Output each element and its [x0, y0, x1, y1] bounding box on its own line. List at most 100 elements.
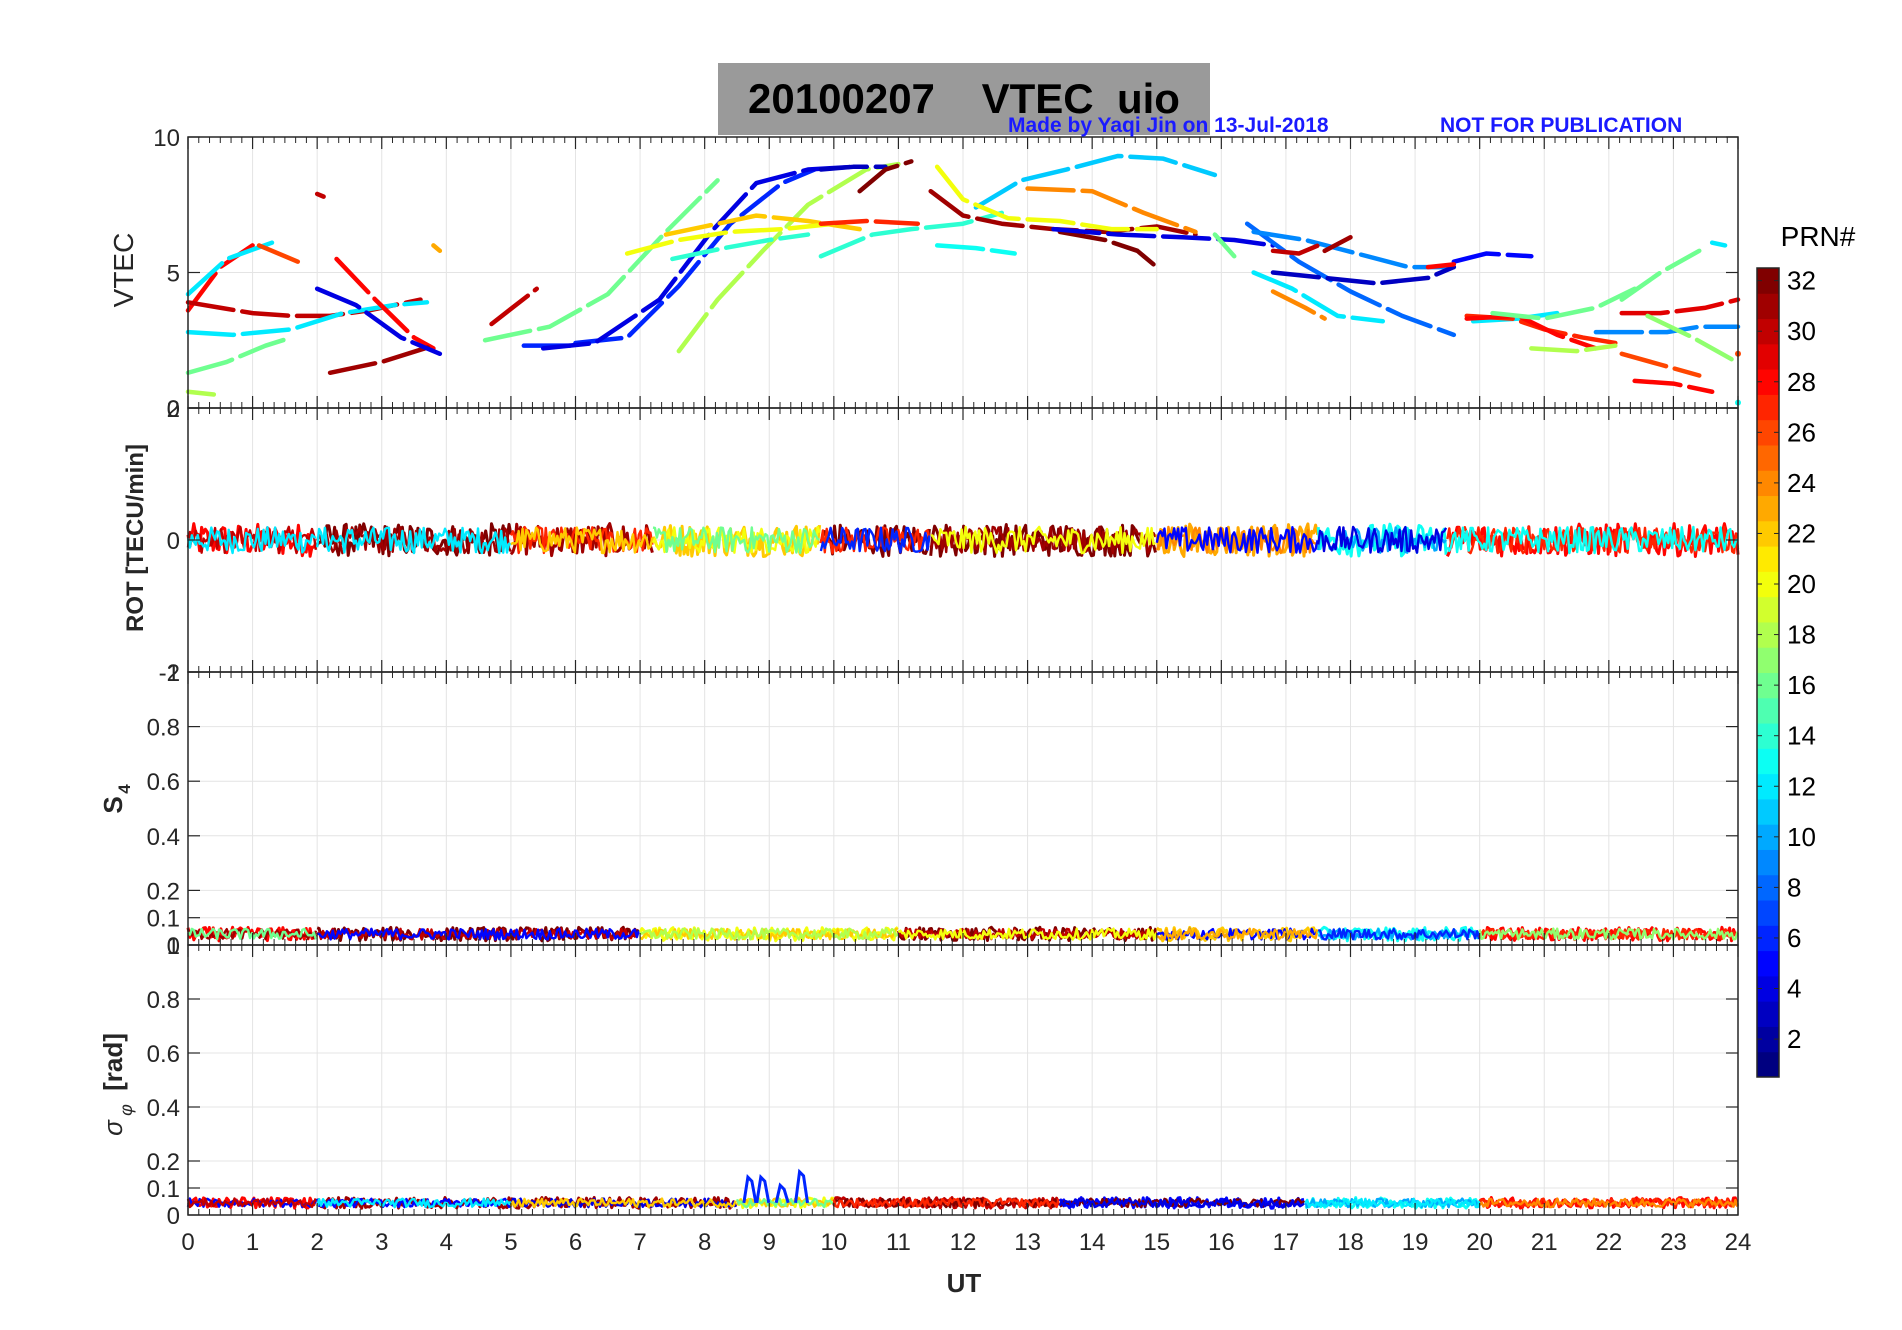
vtec-trace-prn-5 — [1451, 251, 1534, 264]
x-tick-label: 0 — [181, 1229, 194, 1256]
not-for-publication-text: NOT FOR PUBLICATION — [1440, 114, 1683, 137]
vtec-trace-prn-18 — [676, 161, 901, 354]
title-station: uio — [1116, 75, 1180, 122]
sigma_phi-trace-prn-12 — [316, 1197, 512, 1209]
vtec-trace-prn-4 — [1051, 226, 1276, 248]
x-tick-label: 11 — [886, 1229, 911, 1256]
vtec-trace-prn-30 — [1270, 243, 1321, 256]
vtec-trace-prn-14 — [670, 232, 811, 262]
colorbar-level — [1757, 849, 1779, 876]
vtec-trace-prn-16 — [185, 335, 294, 376]
rot-ylabel: ROT [TECU/min] — [122, 444, 149, 632]
vtec-trace-prn-20 — [934, 164, 1159, 232]
x-tick-label: 16 — [1208, 1229, 1235, 1256]
x-tick-label: 1 — [246, 1229, 259, 1256]
vtec-trace-prn-31 — [327, 343, 436, 376]
x-tick-label: 20 — [1466, 1229, 1493, 1256]
vtec-trace-prn-4 — [314, 286, 443, 357]
y-tick-label: 0.4 — [147, 1095, 180, 1122]
vtec-trace-prn-18 — [1529, 343, 1618, 354]
colorbar-level — [1757, 925, 1779, 952]
x-tick-label: 12 — [950, 1229, 977, 1256]
vtec-trace-prn-17 — [1645, 313, 1734, 362]
y-tick-label: 0.2 — [147, 1149, 180, 1176]
rot-trace-prn-16 — [652, 526, 820, 555]
rot-trace-prn-20 — [930, 525, 1157, 555]
x-tick-label: 23 — [1660, 1229, 1687, 1256]
sigma-spike-prn-6 — [794, 1168, 810, 1204]
colorbar-tick-label: 32 — [1787, 266, 1816, 296]
x-tick-label: 7 — [633, 1229, 646, 1256]
vtec-trace-prn-12 — [185, 300, 430, 338]
colorbar-tick-label: 10 — [1787, 822, 1816, 852]
colorbar-tick-label: 2 — [1787, 1024, 1801, 1054]
vtec-trace-prn-30 — [314, 191, 326, 199]
s4-trace-prn-5 — [317, 927, 640, 941]
vtec-trace-prn-32 — [857, 159, 914, 194]
rot-trace-prn-6 — [819, 526, 931, 554]
sigma_phi-trace-prn-12 — [1304, 1197, 1481, 1209]
colorbar-level — [1757, 293, 1779, 320]
vtec-trace-prn-8 — [1244, 221, 1457, 338]
colorbar-level — [1757, 520, 1779, 547]
colorbar-level — [1757, 546, 1779, 572]
vtec-trace-prn-29 — [1619, 297, 1741, 316]
sigma-spike-prn-6 — [742, 1174, 758, 1204]
vtec-trace-prn-16 — [1212, 232, 1237, 259]
s4-trace-prn-6 — [1317, 927, 1481, 941]
y-tick-label: 10 — [153, 125, 180, 152]
colorbar-level — [1757, 773, 1779, 800]
colorbar-tick-label: 6 — [1787, 923, 1801, 953]
sigma_phi-trace-prn-5 — [316, 1197, 512, 1209]
sigma-ylabel-sub: φ — [116, 1104, 136, 1116]
vtec-trace-prn-16 — [482, 178, 720, 343]
rot-trace-prn-22 — [510, 526, 654, 555]
vtec-trace-prn-16 — [1619, 248, 1702, 302]
y-tick-label: 1 — [167, 660, 180, 687]
x-tick-label: 19 — [1402, 1229, 1429, 1256]
x-tick-label: 17 — [1273, 1229, 1300, 1256]
y-tick-label: 0 — [167, 528, 180, 555]
vtec-trace-prn-3 — [1270, 264, 1457, 286]
colorbar-level — [1757, 1051, 1779, 1078]
vtec-trace-prn-28 — [1464, 313, 1599, 351]
vtec-trace-prn-28 — [334, 256, 436, 351]
colorbar-level — [1757, 470, 1779, 497]
sigma_phi-trace-prn-4 — [1058, 1197, 1305, 1209]
vtec-trace-prn-6 — [573, 167, 817, 346]
colorbar-tick-label: 12 — [1787, 771, 1816, 801]
sigma_phi-trace-prn-16 — [735, 1197, 835, 1209]
colorbar-level — [1757, 343, 1779, 370]
x-tick-label: 2 — [310, 1229, 323, 1256]
vtec-trace-prn-22 — [663, 213, 862, 237]
rot-trace-prn-4 — [1317, 525, 1448, 554]
colorbar-tick-label: 22 — [1787, 518, 1816, 548]
x-tick-label: 3 — [375, 1229, 388, 1256]
sigma-ylabel: σ φ [rad] — [98, 1033, 136, 1136]
colorbar-tick-label: 20 — [1787, 569, 1816, 599]
x-tick-label: 15 — [1143, 1229, 1170, 1256]
vtec-trace-prn-30 — [489, 286, 539, 327]
vtec-trace-prn-12 — [1470, 310, 1560, 324]
s4-ylabel: S 4 — [98, 784, 134, 814]
sigma_phi-trace-prn-22 — [509, 1197, 737, 1209]
y-tick-label: 2 — [167, 396, 180, 423]
colorbar-level — [1757, 621, 1779, 648]
colorbar-level — [1757, 495, 1779, 522]
colorbar-level — [1757, 975, 1779, 1002]
colorbar-level — [1757, 596, 1779, 623]
y-tick-label: 0 — [167, 396, 180, 423]
sigma_phi-trace-prn-10 — [1304, 1197, 1481, 1209]
y-tick-label: 0.1 — [147, 906, 180, 933]
x-tick-label: 24 — [1725, 1229, 1752, 1256]
x-tick-label: 21 — [1531, 1229, 1558, 1256]
s4-trace-prn-18 — [639, 927, 899, 941]
x-tick-label: 5 — [504, 1229, 517, 1256]
data-traces — [185, 153, 1741, 1210]
x-tick-label: 22 — [1595, 1229, 1622, 1256]
vtec-trace-prn-23 — [431, 243, 443, 254]
colorbar-level — [1757, 318, 1779, 345]
title-date: 20100207 — [748, 75, 935, 122]
